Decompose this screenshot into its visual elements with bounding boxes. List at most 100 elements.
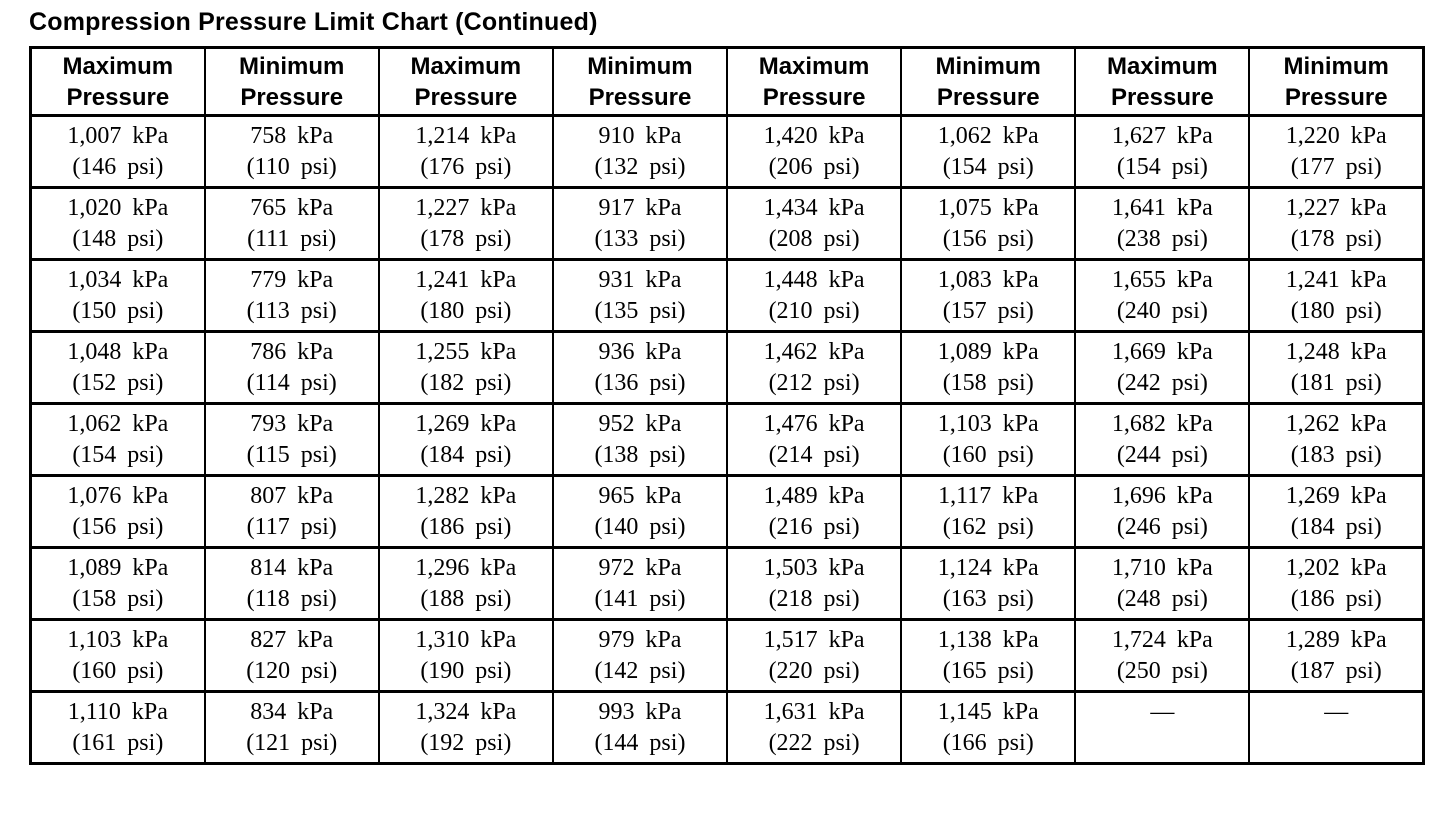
psi-value: (110 psi) xyxy=(246,153,337,180)
kpa-value: 1,103 kPa xyxy=(937,410,1039,437)
table-row: 1,020 kPa (148 psi) 765 kPa (111 psi) 1,227 … xyxy=(29,186,1425,261)
kpa-value: 993 kPa xyxy=(598,698,682,725)
kpa-value: — xyxy=(1150,698,1175,725)
col-header-minimum-pressure: Minimum Pressure xyxy=(203,46,380,117)
pressure-cell: 1,220 kPa (177 psi) xyxy=(1248,114,1425,189)
col-header-minimum-pressure: Minimum Pressure xyxy=(900,46,1077,117)
pressure-cell: 1,434 kPa (208 psi) xyxy=(725,186,903,261)
psi-value: (118 psi) xyxy=(246,585,337,612)
pressure-cell: 1,034 kPa (150 psi) xyxy=(29,258,206,333)
kpa-value: 1,282 kPa xyxy=(415,482,517,509)
psi-value: (238 psi) xyxy=(1116,225,1208,252)
kpa-value: 1,220 kPa xyxy=(1285,122,1387,149)
kpa-value: 1,296 kPa xyxy=(415,554,517,581)
psi-value: (186 psi) xyxy=(1290,585,1382,612)
pressure-cell: 1,202 kPa (186 psi) xyxy=(1248,546,1425,621)
psi-value: (152 psi) xyxy=(72,369,164,396)
kpa-value: 1,227 kPa xyxy=(1285,194,1387,221)
pressure-cell: 1,138 kPa (165 psi) xyxy=(900,618,1077,693)
psi-value: (222 psi) xyxy=(768,729,860,756)
table-row: 1,007 kPa (146 psi) 758 kPa (110 psi) 1,214 … xyxy=(29,114,1425,189)
kpa-value: 1,083 kPa xyxy=(937,266,1039,293)
psi-value: (115 psi) xyxy=(246,441,337,468)
psi-value: (136 psi) xyxy=(594,369,686,396)
table-row: 1,034 kPa (150 psi) 779 kPa (113 psi) 1,241 … xyxy=(29,258,1425,333)
psi-value: (156 psi) xyxy=(72,513,164,540)
psi-value: (220 psi) xyxy=(768,657,860,684)
pressure-cell: 1,145 kPa (166 psi) xyxy=(900,690,1077,765)
psi-value: (183 psi) xyxy=(1290,441,1382,468)
psi-value: (111 psi) xyxy=(247,225,337,252)
pressure-cell: 1,241 kPa (180 psi) xyxy=(377,258,554,333)
kpa-value: 1,641 kPa xyxy=(1111,194,1213,221)
kpa-value: 1,062 kPa xyxy=(67,410,169,437)
kpa-value: 910 kPa xyxy=(598,122,682,149)
kpa-value: 1,269 kPa xyxy=(415,410,517,437)
pressure-cell: 936 kPa (136 psi) xyxy=(551,330,729,405)
psi-value: (178 psi) xyxy=(1290,225,1382,252)
table-row: 1,062 kPa (154 psi) 793 kPa (115 psi) 1,269 … xyxy=(29,402,1425,477)
kpa-value: 1,289 kPa xyxy=(1285,626,1387,653)
pressure-cell: 827 kPa (120 psi) xyxy=(203,618,380,693)
table-header-row: Maximum Pressure Minimum Pressure Maximum Pre… xyxy=(29,46,1425,117)
kpa-value: 1,682 kPa xyxy=(1111,410,1213,437)
pressure-cell: 1,048 kPa (152 psi) xyxy=(29,330,206,405)
pressure-cell: 972 kPa (141 psi) xyxy=(551,546,729,621)
pressure-cell: 1,062 kPa (154 psi) xyxy=(29,402,206,477)
table-row: 1,110 kPa (161 psi) 834 kPa (121 psi) 1,324 … xyxy=(29,690,1425,765)
kpa-value: 1,696 kPa xyxy=(1111,482,1213,509)
empty-cell: — xyxy=(1074,690,1251,765)
pressure-cell: 1,214 kPa (176 psi) xyxy=(377,114,554,189)
pressure-cell: 1,262 kPa (183 psi) xyxy=(1248,402,1425,477)
table-row: 1,076 kPa (156 psi) 807 kPa (117 psi) 1,282 … xyxy=(29,474,1425,549)
pressure-cell: 1,269 kPa (184 psi) xyxy=(1248,474,1425,549)
psi-value: (114 psi) xyxy=(246,369,337,396)
psi-value xyxy=(1077,728,1247,759)
pressure-cell: 1,696 kPa (246 psi) xyxy=(1074,474,1251,549)
pressure-cell: 931 kPa (135 psi) xyxy=(551,258,729,333)
kpa-value: 1,075 kPa xyxy=(937,194,1039,221)
kpa-value: 917 kPa xyxy=(598,194,682,221)
psi-value: (163 psi) xyxy=(942,585,1034,612)
pressure-cell: 1,110 kPa (161 psi) xyxy=(29,690,206,765)
pressure-cell: 1,462 kPa (212 psi) xyxy=(725,330,903,405)
psi-value: (156 psi) xyxy=(942,225,1034,252)
psi-value: (120 psi) xyxy=(246,657,338,684)
psi-value: (132 psi) xyxy=(594,153,686,180)
kpa-value: 1,110 kPa xyxy=(67,698,168,725)
col-header-maximum-pressure: Maximum Pressure xyxy=(29,46,206,117)
psi-value: (157 psi) xyxy=(942,297,1034,324)
psi-value: (180 psi) xyxy=(1290,297,1382,324)
kpa-value: 1,434 kPa xyxy=(763,194,865,221)
kpa-value: 1,503 kPa xyxy=(763,554,865,581)
psi-value: (190 psi) xyxy=(420,657,512,684)
psi-value: (181 psi) xyxy=(1290,369,1382,396)
col-header-maximum-pressure: Maximum Pressure xyxy=(1074,46,1251,117)
psi-value: (178 psi) xyxy=(420,225,512,252)
psi-value: (246 psi) xyxy=(1116,513,1208,540)
compression-pressure-table: Maximum Pressure Minimum Pressure Maximum Pre… xyxy=(29,46,1425,765)
kpa-value: 1,138 kPa xyxy=(937,626,1039,653)
pressure-cell: 1,289 kPa (187 psi) xyxy=(1248,618,1425,693)
pressure-cell: 1,310 kPa (190 psi) xyxy=(377,618,554,693)
kpa-value: 972 kPa xyxy=(598,554,682,581)
psi-value: (242 psi) xyxy=(1116,369,1208,396)
psi-value: (146 psi) xyxy=(72,153,164,180)
pressure-cell: 917 kPa (133 psi) xyxy=(551,186,729,261)
pressure-cell: 1,124 kPa (163 psi) xyxy=(900,546,1077,621)
kpa-value: 1,255 kPa xyxy=(415,338,517,365)
psi-value: (188 psi) xyxy=(420,585,512,612)
header-line-2: Pressure xyxy=(1284,83,1388,111)
header-line-2: Pressure xyxy=(240,83,344,111)
psi-value: (161 psi) xyxy=(72,729,164,756)
pressure-cell: 1,255 kPa (182 psi) xyxy=(377,330,554,405)
pressure-cell: 1,420 kPa (206 psi) xyxy=(725,114,903,189)
pressure-cell: 1,448 kPa (210 psi) xyxy=(725,258,903,333)
table-header: Maximum Pressure Minimum Pressure Maximum Pre… xyxy=(29,46,1425,117)
table-body: 1,007 kPa (146 psi) 758 kPa (110 psi) 1,214 … xyxy=(29,114,1425,765)
kpa-value: 1,227 kPa xyxy=(415,194,517,221)
pressure-cell: 1,682 kPa (244 psi) xyxy=(1074,402,1251,477)
psi-value: (206 psi) xyxy=(768,153,860,180)
psi-value: (177 psi) xyxy=(1290,153,1382,180)
